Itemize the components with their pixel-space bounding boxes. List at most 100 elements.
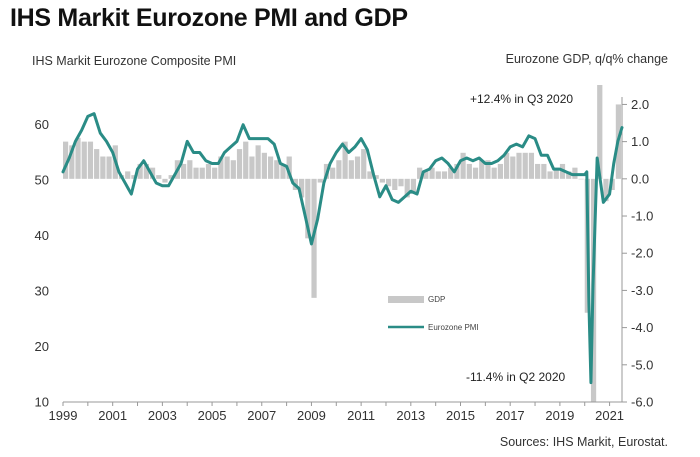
gdp-bar [236, 149, 243, 179]
x-tick-label: 2005 [198, 408, 227, 423]
right-tick-label: -4.0 [631, 320, 653, 335]
x-tick-label: 2021 [595, 408, 624, 423]
right-axis-ticks: 2.0 1.0 0.0 -1.0 -2.0 -3.0 -4.0 -5.0 -6.0 [622, 97, 653, 410]
x-tick-label: 2015 [446, 408, 475, 423]
gdp-bar [125, 171, 131, 179]
gdp-bar [261, 152, 267, 179]
gdp-bar [497, 163, 503, 179]
gdp-bar [516, 152, 522, 179]
gdp-bar [274, 160, 280, 179]
gdp-bar [143, 163, 149, 179]
legend-gdp-swatch [388, 296, 424, 303]
gdp-bar [181, 163, 187, 179]
gdp-bar [479, 160, 485, 179]
gdp-bar [243, 141, 249, 179]
gdp-bar [367, 171, 373, 179]
axes [63, 97, 623, 403]
annotation-q3-2020: +12.4% in Q3 2020 [470, 92, 573, 106]
source-note: Sources: IHS Markit, Eurostat. [499, 435, 668, 449]
right-tick-label: -2.0 [631, 246, 653, 261]
annotation-q2-2020: -11.4% in Q2 2020 [466, 370, 566, 384]
gdp-bar [87, 141, 94, 179]
left-tick-label: 60 [35, 117, 49, 132]
x-tick-label: 2011 [347, 408, 375, 423]
left-tick-label: 40 [35, 228, 49, 243]
gdp-bar [566, 171, 572, 179]
gdp-bar [106, 156, 112, 179]
gdp-bar [441, 171, 448, 179]
right-tick-label: 2.0 [631, 97, 649, 112]
gdp-bar [187, 160, 193, 179]
legend-gdp-label: GDP [428, 295, 445, 304]
right-tick-label: -3.0 [631, 283, 653, 298]
x-tick-label: 2001 [98, 408, 127, 423]
gdp-bar [280, 163, 286, 179]
gdp-bar [547, 171, 553, 179]
gdp-bar [299, 178, 305, 198]
x-tick-label: 2003 [148, 408, 177, 423]
gdp-bar [137, 163, 143, 179]
right-tick-label: 1.0 [631, 134, 649, 149]
gdp-bar [81, 141, 87, 179]
gdp-bar [342, 141, 348, 179]
gdp-bar [535, 163, 541, 179]
gdp-bar [354, 156, 361, 179]
gdp-bar [510, 156, 516, 179]
x-tick-label: 2009 [297, 408, 326, 423]
gdp-bar [205, 163, 212, 179]
gdp-bar [460, 152, 466, 179]
x-axis-ticks: 1999 2001 2003 2005 2007 2009 2011 2013 2015 2017… [49, 402, 624, 423]
right-axis-title: Eurozone GDP, q/q% change [505, 52, 668, 66]
gdp-bar [69, 145, 75, 179]
gdp-bar [597, 85, 603, 179]
gdp-bar [149, 167, 156, 179]
gdp-bar [330, 167, 336, 179]
left-tick-label: 20 [35, 339, 49, 354]
gdp-bar [472, 167, 479, 179]
gdp-bars [63, 85, 621, 402]
gdp-bar [168, 175, 174, 179]
gdp-bar [392, 178, 398, 190]
gdp-bar [491, 167, 497, 179]
gdp-bar [503, 152, 510, 179]
gdp-bar [63, 141, 69, 179]
x-tick-label: 2017 [496, 408, 525, 423]
gdp-bar [317, 178, 323, 183]
x-tick-label: 2013 [396, 408, 425, 423]
left-tick-label: 50 [35, 173, 49, 188]
gdp-bar [212, 167, 218, 179]
gdp-bar [348, 160, 354, 179]
gdp-bar [336, 160, 342, 179]
x-tick-label: 2007 [247, 408, 276, 423]
gdp-bar [255, 145, 261, 179]
right-tick-label: -5.0 [631, 357, 653, 372]
gdp-bar [193, 167, 199, 179]
gdp-bar [417, 167, 423, 179]
left-tick-label: 30 [35, 284, 49, 299]
gdp-bar [404, 178, 410, 198]
x-tick-label: 2019 [545, 408, 574, 423]
gdp-bar [131, 175, 137, 179]
gdp-bar [578, 178, 584, 180]
gdp-bar [218, 156, 224, 179]
gdp-bar [305, 178, 311, 239]
gdp-bar [528, 152, 535, 179]
gdp-bar [410, 178, 417, 194]
left-axis-title: IHS Markit Eurozone Composite PMI [32, 54, 237, 68]
gdp-bar [435, 171, 441, 179]
gdp-bar [466, 163, 472, 179]
gdp-bar [541, 163, 547, 179]
right-tick-label: -1.0 [631, 209, 653, 224]
right-tick-label: 0.0 [631, 171, 649, 186]
gdp-bar [267, 156, 274, 179]
gdp-bar [75, 137, 81, 179]
gdp-bar [286, 156, 292, 179]
legend-pmi-label: Eurozone PMI [428, 323, 479, 332]
gdp-bar [94, 149, 100, 179]
gdp-bar [522, 152, 528, 179]
pmi-line [61, 112, 624, 385]
gdp-bar [398, 178, 404, 187]
gdp-bar [385, 178, 392, 187]
gdp-bar [553, 167, 559, 179]
